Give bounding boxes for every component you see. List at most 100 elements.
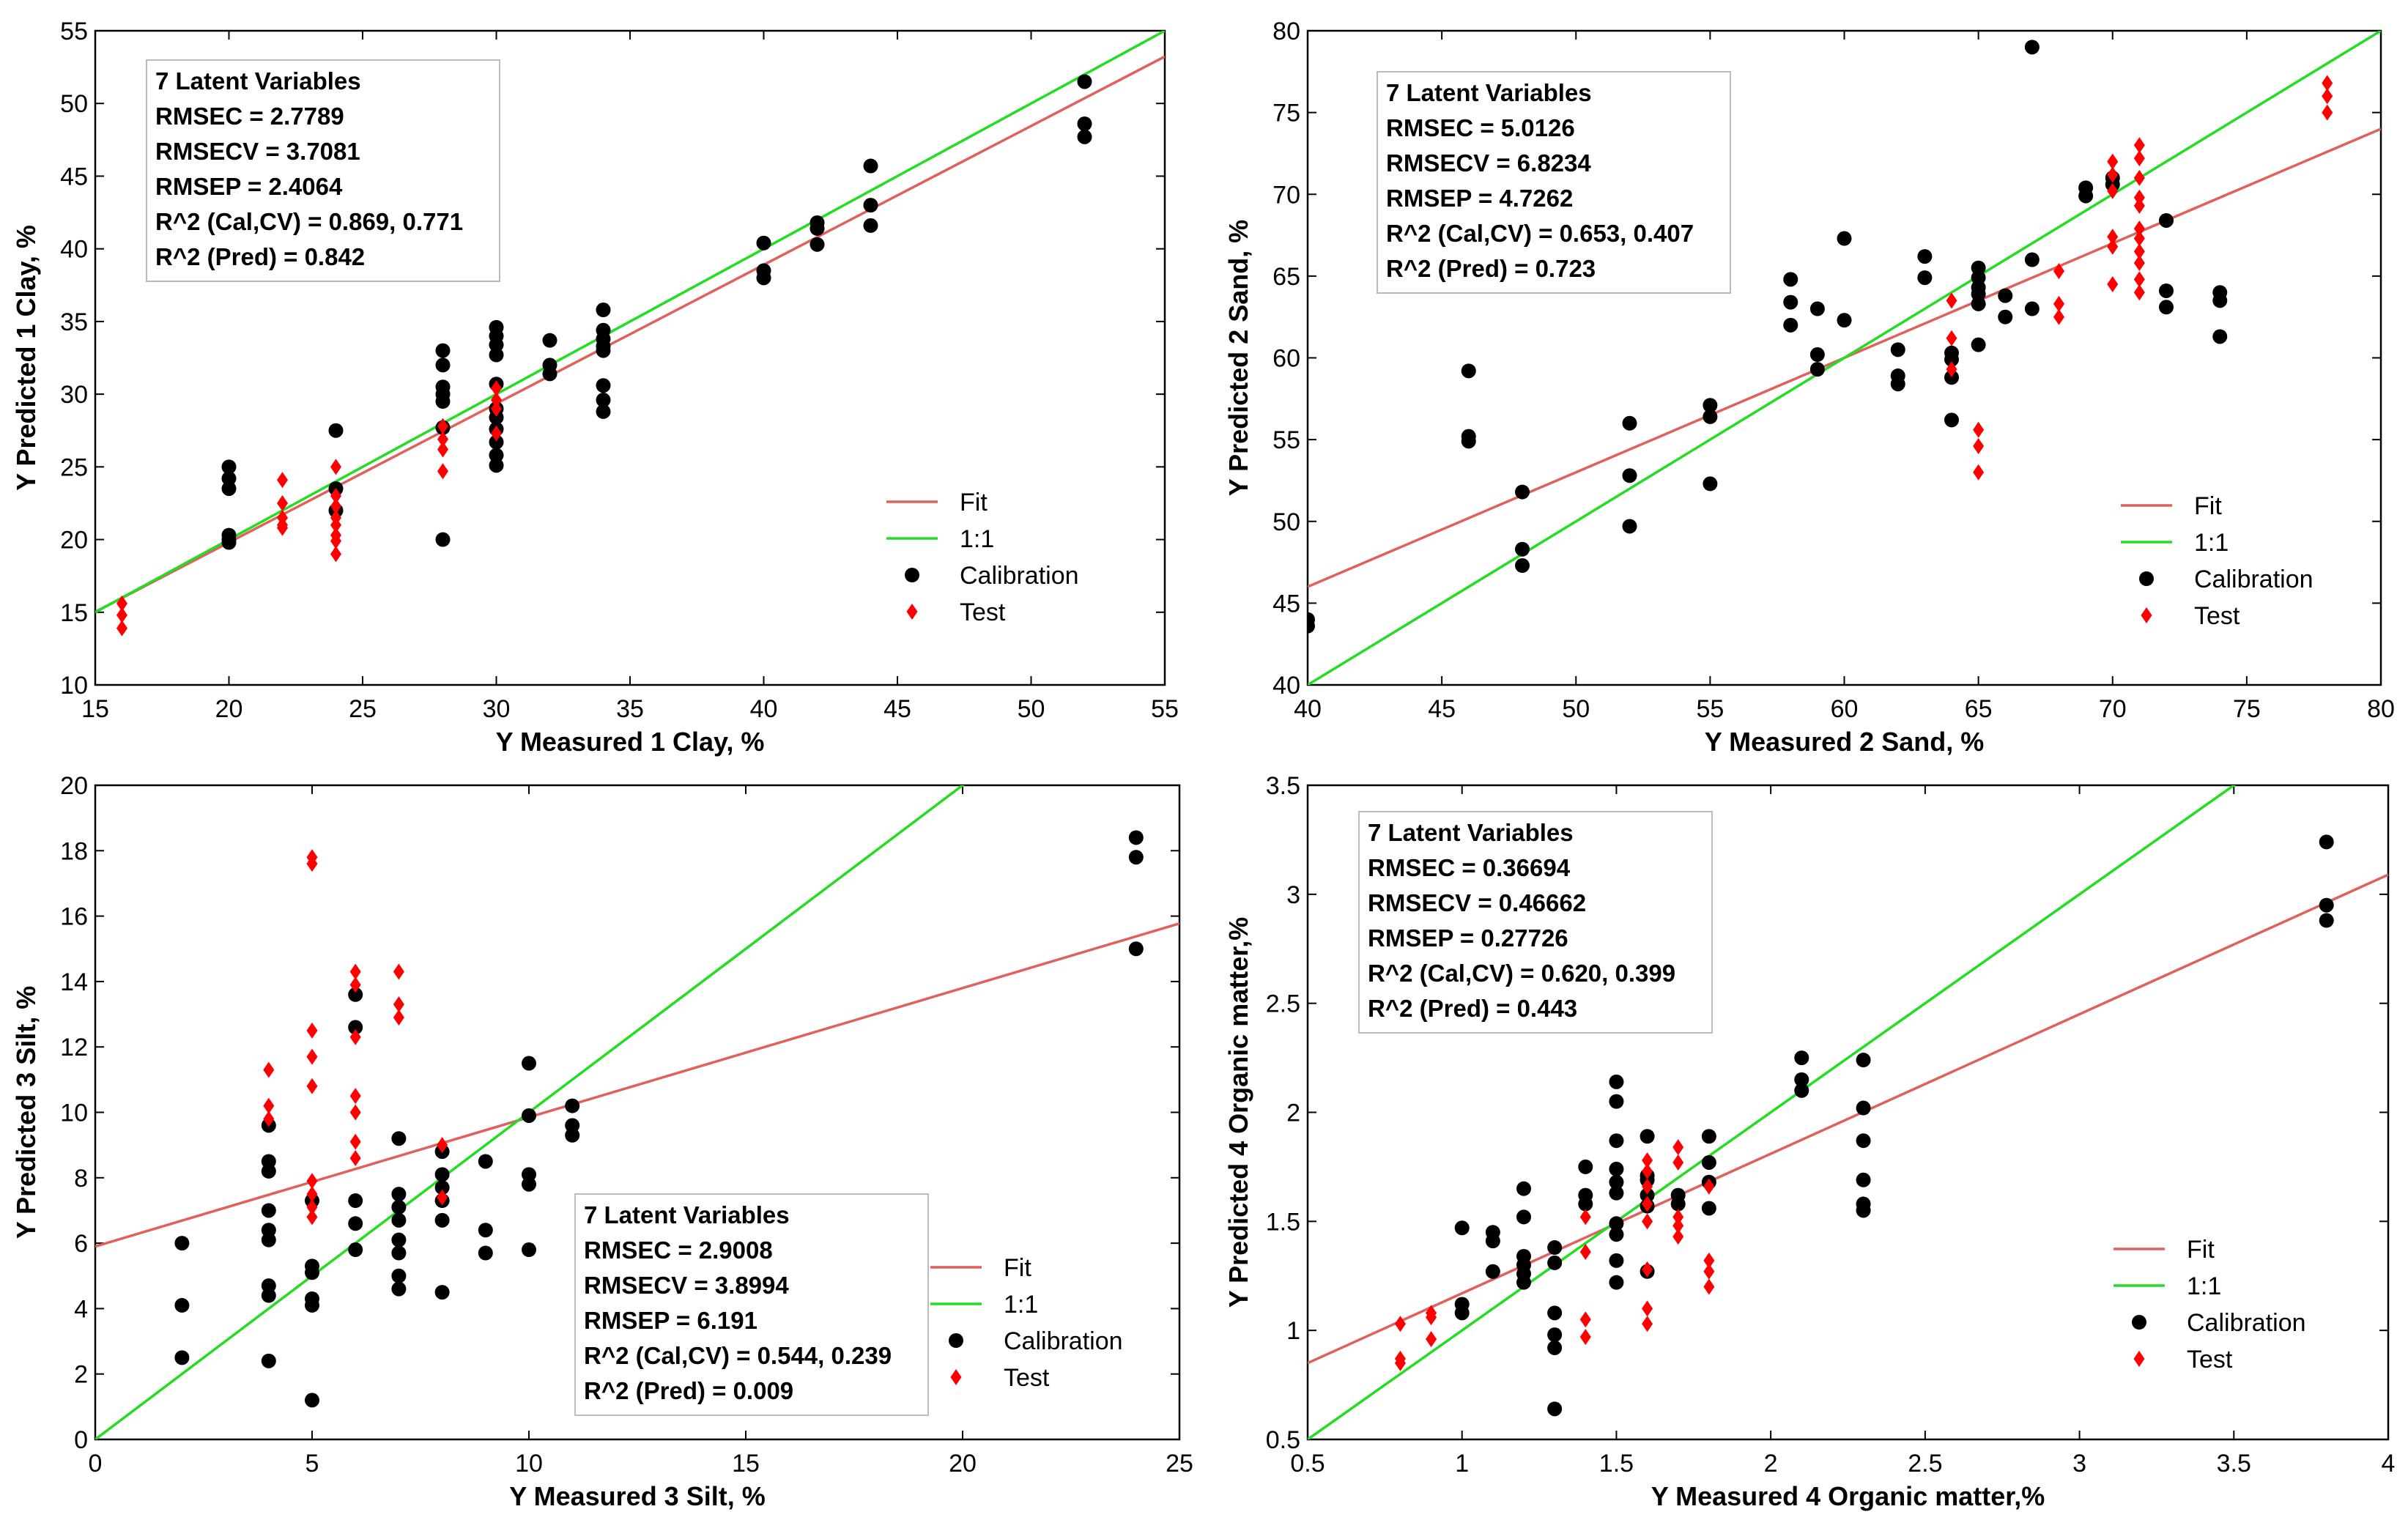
calibration-point: [1609, 1161, 1624, 1176]
calibration-point: [305, 1393, 319, 1408]
calibration-point: [391, 1245, 407, 1261]
test-point: [437, 418, 448, 434]
x-tick-label: 25: [349, 695, 377, 723]
test-point: [277, 494, 288, 511]
test-point: [1426, 1331, 1437, 1348]
calibration-point: [1809, 362, 1825, 377]
legend-calibration-label: Calibration: [1004, 1327, 1123, 1355]
y-tick-label: 3: [1286, 881, 1300, 909]
test-point: [2133, 220, 2145, 237]
stats-line: R^2 (Pred) = 0.443: [1368, 995, 1577, 1022]
x-tick-label: 55: [1151, 695, 1179, 723]
y-tick-label: 55: [60, 18, 88, 45]
test-point: [393, 1009, 404, 1026]
calibration-point: [1454, 1220, 1470, 1236]
y-tick-label: 25: [60, 453, 88, 481]
calibration-point: [1077, 74, 1092, 89]
calibration-point: [348, 1020, 363, 1035]
y-tick-label: 35: [60, 308, 88, 336]
x-tick-label: 40: [1294, 695, 1322, 723]
calibration-point: [261, 1163, 276, 1179]
calibration-point: [522, 1056, 536, 1071]
regression-lines: [1308, 31, 2381, 685]
y-tick-label: 18: [60, 837, 88, 865]
calibration-point: [261, 1232, 276, 1247]
calibration-point: [1917, 249, 1933, 264]
test-point: [116, 595, 127, 612]
stats-box: 7 Latent Variables RMSEC = 5.0126 RMSECV =…: [1377, 71, 1731, 294]
calibration-point: [489, 434, 504, 450]
y-tick-label: 4: [74, 1295, 88, 1323]
y-tick-label: 75: [1272, 100, 1300, 127]
calibration-point: [1461, 363, 1476, 379]
calibration-point: [522, 1176, 536, 1192]
calibration-point: [1917, 270, 1933, 286]
x-tick-label: 2: [1764, 1450, 1778, 1478]
legend-calibration-label: Calibration: [960, 562, 1079, 590]
test-point: [349, 1104, 361, 1121]
y-tick-label: 20: [60, 772, 88, 800]
test-point: [263, 1111, 275, 1127]
stats-line: RMSEC = 2.7789: [155, 103, 344, 130]
test-point: [2133, 243, 2145, 260]
test-point: [437, 463, 448, 480]
y-tick-label: 60: [1272, 345, 1300, 373]
calibration-point: [221, 535, 237, 550]
calibration-point: [1461, 434, 1476, 449]
calibration-point: [391, 1281, 407, 1297]
test-point: [2053, 308, 2064, 325]
legend-fit-label: Fit: [1004, 1254, 1031, 1282]
calibration-point: [1547, 1327, 1563, 1343]
legend-test-marker: [906, 604, 918, 620]
y-tick-label: 2: [74, 1361, 88, 1389]
x-tick-label: 50: [1562, 695, 1590, 723]
identity-line: [1308, 31, 2381, 685]
x-tick-label: 0.5: [1290, 1450, 1325, 1478]
stats-line: RMSECV = 3.7081: [155, 138, 360, 165]
x-tick-label: 20: [215, 695, 243, 723]
y-axis-label: Y Predicted 3 Silt, %: [11, 986, 41, 1239]
calibration-point: [1622, 468, 1637, 483]
x-tick-label: 20: [949, 1450, 977, 1478]
legend: Fit 1:1 Calibration Test: [2121, 492, 2313, 630]
x-tick-label: 1: [1455, 1450, 1469, 1478]
calibration-point: [435, 357, 451, 373]
test-point: [2133, 150, 2145, 167]
y-tick-label: 10: [60, 1100, 88, 1127]
calibration-point: [221, 471, 237, 486]
test-point: [2053, 263, 2064, 280]
calibration-point: [478, 1245, 493, 1261]
calibration-point: [435, 394, 451, 409]
test-point: [1672, 1217, 1684, 1234]
test-point: [2133, 284, 2145, 301]
test-point: [330, 546, 341, 563]
calibration-point: [478, 1223, 493, 1238]
calibration-point: [1485, 1264, 1500, 1279]
x-tick-label: 3.5: [2217, 1450, 2251, 1478]
calibration-point: [2159, 300, 2174, 315]
calibration-point: [542, 366, 557, 382]
y-tick-label: 1.5: [1266, 1208, 1300, 1236]
calibration-point: [1783, 317, 1798, 333]
test-point: [2133, 197, 2145, 214]
calibration-point: [596, 393, 611, 408]
test-point: [2107, 166, 2119, 183]
x-tick-label: 15: [81, 695, 109, 723]
legend: Fit 1:1 Calibration Test: [2114, 1236, 2306, 1373]
calibration-point: [261, 1203, 276, 1218]
test-point: [263, 1097, 275, 1114]
y-tick-label: 10: [60, 672, 88, 700]
chart-panel-2: 40 45 50 55 60 65 70 75 80 40 45 50 55 60 65 70 75 80 Y Me…: [1223, 18, 2395, 757]
x-tick-label: 70: [2099, 695, 2127, 723]
x-tick-label: 10: [515, 1450, 543, 1478]
stats-line: R^2 (Pred) = 0.009: [584, 1377, 793, 1404]
data-points: [116, 74, 1092, 637]
x-tick-label: 0: [89, 1450, 103, 1478]
test-point: [1672, 1209, 1684, 1226]
test-point: [491, 400, 502, 417]
calibration-point: [1308, 618, 1315, 634]
y-tick-label: 65: [1272, 263, 1300, 291]
test-point: [2322, 88, 2333, 105]
test-point: [2107, 238, 2119, 255]
legend: Fit 1:1 Calibration Test: [930, 1254, 1123, 1392]
